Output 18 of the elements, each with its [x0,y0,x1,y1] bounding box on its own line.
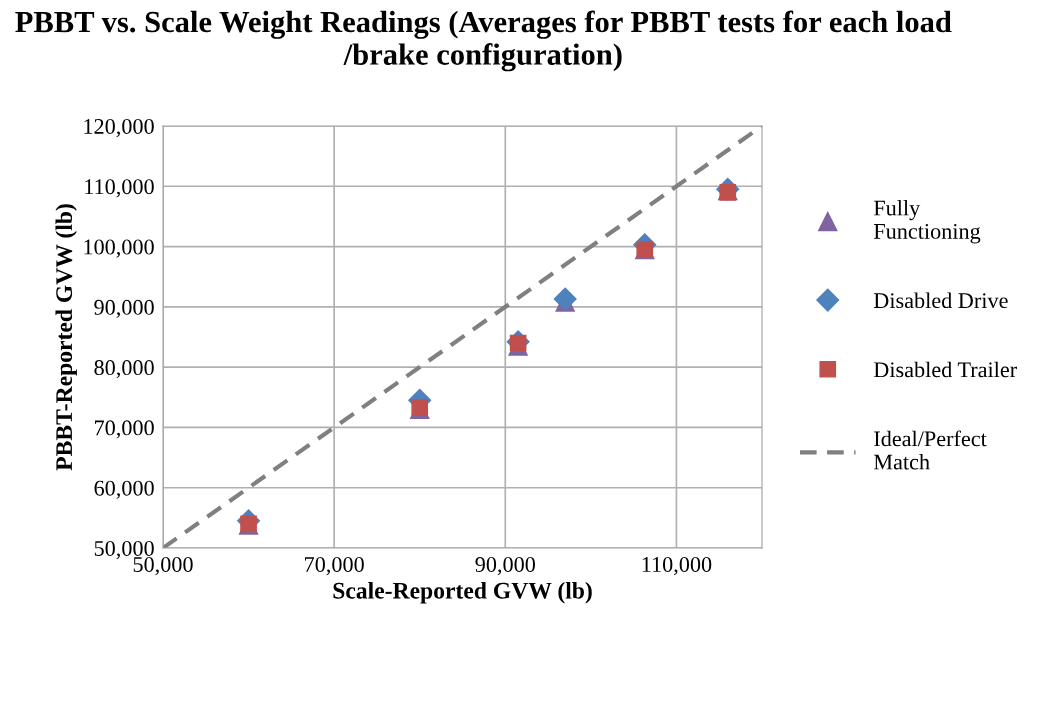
y-tick-label: 60,000 [94,480,154,499]
x-tick-label: 90,000 [475,556,535,576]
y-axis-title: PBBT-Reported GVW (lb) [55,204,77,471]
legend-label: Disabled Trailer [873,361,1017,378]
y-tick-label: 70,000 [95,420,154,439]
point [553,287,577,311]
x-tick-label: 70,000 [305,556,364,576]
y-tick-label: 120,000 [84,118,154,138]
y-tick-label: 90,000 [94,299,154,318]
legend-label: Disabled Drive [873,292,1008,309]
x-tick-label: 110,000 [642,556,712,576]
y-tick-label: 110,000 [85,179,154,198]
legend-label: Fully Functioning [873,199,981,244]
y-tick-label: 100,000 [84,239,154,258]
chart-title: PBBT vs. Scale Weight Readings (Averages for PBBT tests for each load /brake configuration) [15,10,952,72]
legend-label: Ideal/Perfect Match [873,430,987,470]
y-tick-label: 80,000 [94,360,154,379]
x-axis-title: Scale-Reported GVW (lb) [333,582,592,604]
